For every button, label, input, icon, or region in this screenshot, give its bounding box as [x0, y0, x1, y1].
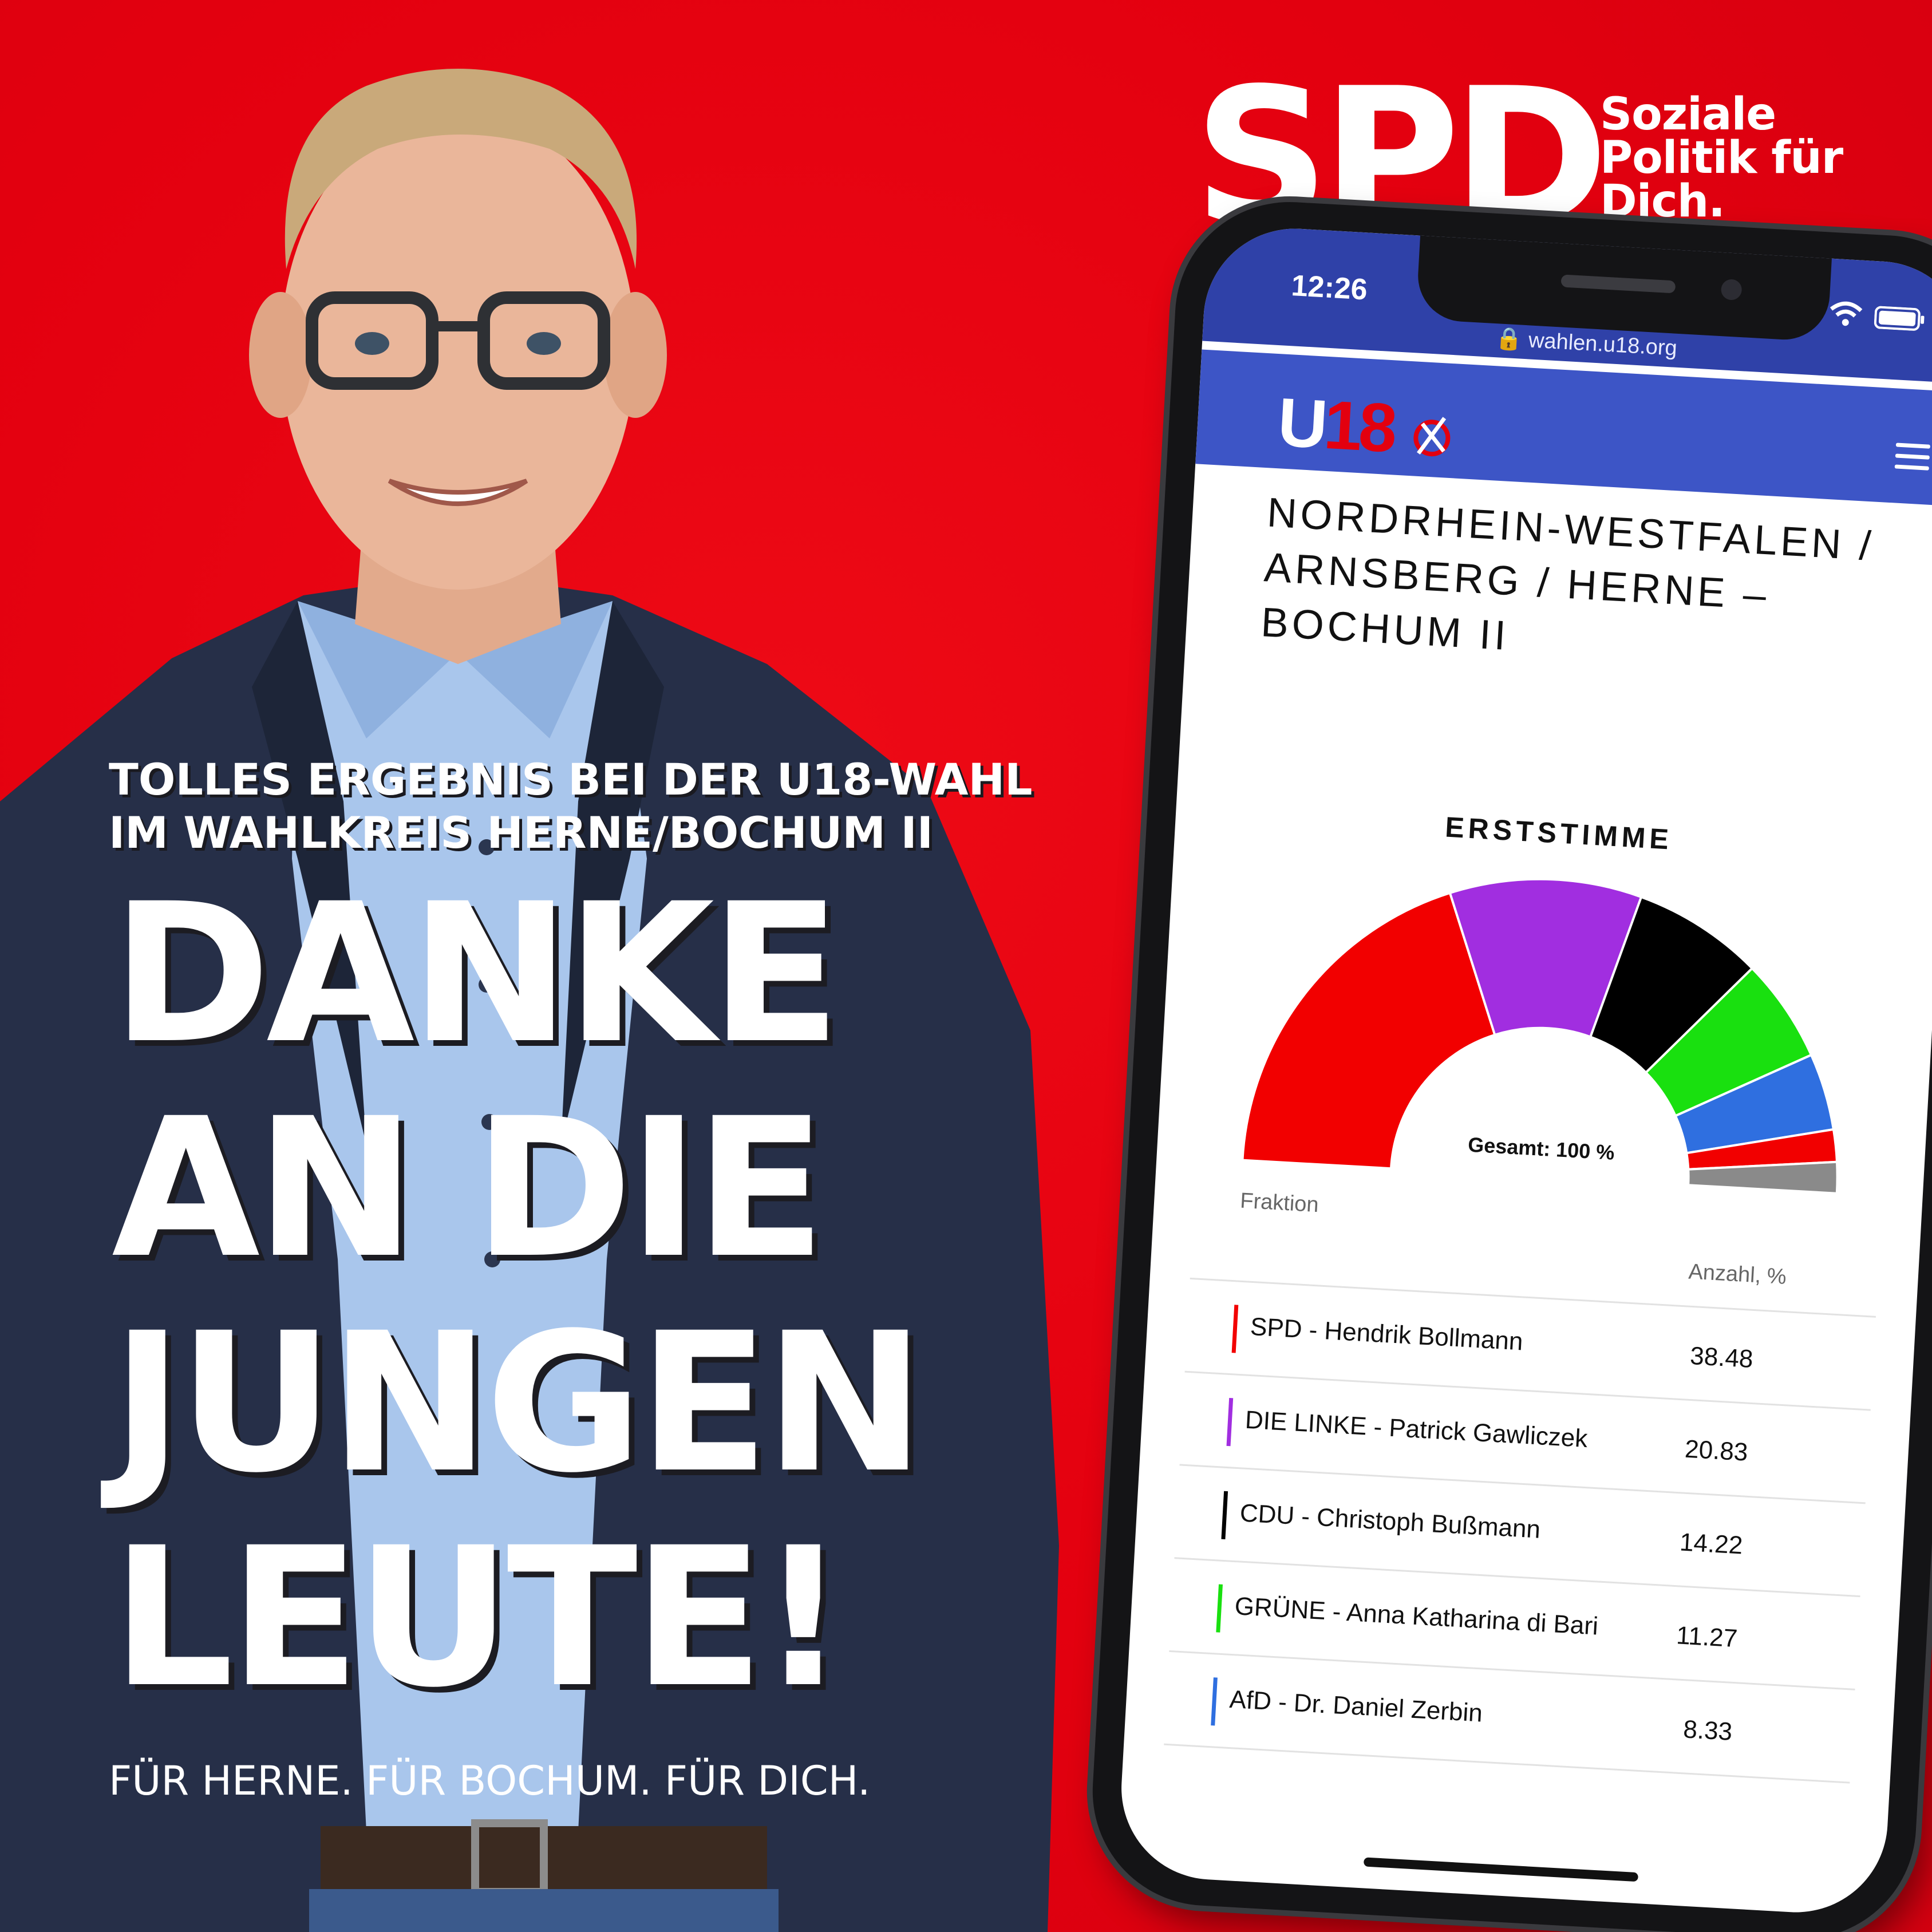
vote-percentage: 8.33 [1682, 1715, 1733, 1746]
region-title: NORDRHEIN-WESTFALEN / ARNSBERG / HERNE –… [1259, 489, 1876, 659]
vote-percentage: 14.22 [1678, 1528, 1744, 1560]
site-header: U18 [1195, 349, 1932, 507]
footer-slogan: FÜR HERNE. FÜR BOCHUM. FÜR DICH. [109, 1757, 871, 1804]
party-candidate-name: GRÜNE - Anna Katharina di Bari [1234, 1592, 1599, 1641]
front-camera [1720, 279, 1743, 301]
party-color-marker [1221, 1491, 1228, 1540]
chart-segment[interactable] [1687, 1153, 1839, 1195]
vote-percentage: 11.27 [1676, 1621, 1739, 1653]
column-header-party: Fraktion [1239, 1188, 1319, 1218]
vote-percentage: 38.48 [1689, 1341, 1754, 1373]
status-clock: 12:26 [1290, 269, 1369, 307]
party-color-marker [1226, 1398, 1234, 1447]
hamburger-menu-icon[interactable] [1894, 442, 1931, 471]
party-candidate-name: SPD - Hendrik Bollmann [1249, 1312, 1524, 1356]
tagline-line: Dich. [1600, 176, 1725, 227]
status-bar: 12:26 [1202, 223, 1932, 384]
phone-screen: 12:26 🔒 wahlen.u18.org U18 [1116, 223, 1932, 1918]
headline-line: DANKE [112, 863, 841, 1086]
chart-segment[interactable] [1241, 882, 1502, 1174]
u18-logo[interactable]: U18 [1276, 382, 1457, 471]
party-color-marker [1231, 1305, 1239, 1353]
table-rows: SPD - Hendrik Bollmann 38.48 DIE LINKE - P… [1164, 1279, 1876, 1784]
home-indicator [1363, 1857, 1639, 1882]
party-candidate-name: AfD - Dr. Daniel Zerbin [1228, 1685, 1484, 1728]
tagline-line: Soziale [1600, 89, 1776, 140]
tagline-line: Politik für [1600, 132, 1843, 184]
vote-percentage: 20.83 [1684, 1435, 1749, 1467]
speaker-grille [1560, 274, 1676, 294]
headline-line: JUNGEN [112, 1292, 925, 1515]
erststimme-chart [1241, 874, 1839, 1195]
headline: DANKE AN DIE JUNGEN LEUTE! [112, 863, 925, 1730]
candidate-photo [0, 69, 1059, 1932]
headline-line: AN DIE [112, 1077, 826, 1301]
chart-segment[interactable] [1442, 874, 1643, 1042]
headline-line: LEUTE! [112, 1507, 847, 1730]
party-color-marker [1211, 1677, 1218, 1726]
subtitle-line: IM WAHLKREIS HERNE/BOCHUM II [109, 807, 934, 858]
subtitle-line: TOLLES ERGEBNIS BEI DER U18-WAHL [109, 754, 1033, 805]
party-candidate-name: DIE LINKE - Patrick Gawliczek [1244, 1405, 1589, 1453]
party-candidate-name: CDU - Christoph Bußmann [1239, 1499, 1542, 1544]
wifi-icon [1830, 301, 1863, 326]
column-header-value: Anzahl, % [1688, 1259, 1787, 1290]
ballot-cross-icon [1413, 417, 1450, 457]
battery-icon [1874, 306, 1925, 331]
lock-icon: 🔒 [1495, 326, 1530, 353]
phone-mockup: 12:26 🔒 wahlen.u18.org U18 [1086, 196, 1932, 1932]
subtitle: TOLLES ERGEBNIS BEI DER U18-WAHL IM WAHL… [109, 753, 1033, 859]
results-table: Fraktion Anzahl, % SPD - Hendrik Bollman… [1164, 1163, 1883, 1784]
brand-tagline: Soziale Politik für Dich. [1600, 89, 1843, 227]
party-color-marker [1216, 1584, 1223, 1633]
